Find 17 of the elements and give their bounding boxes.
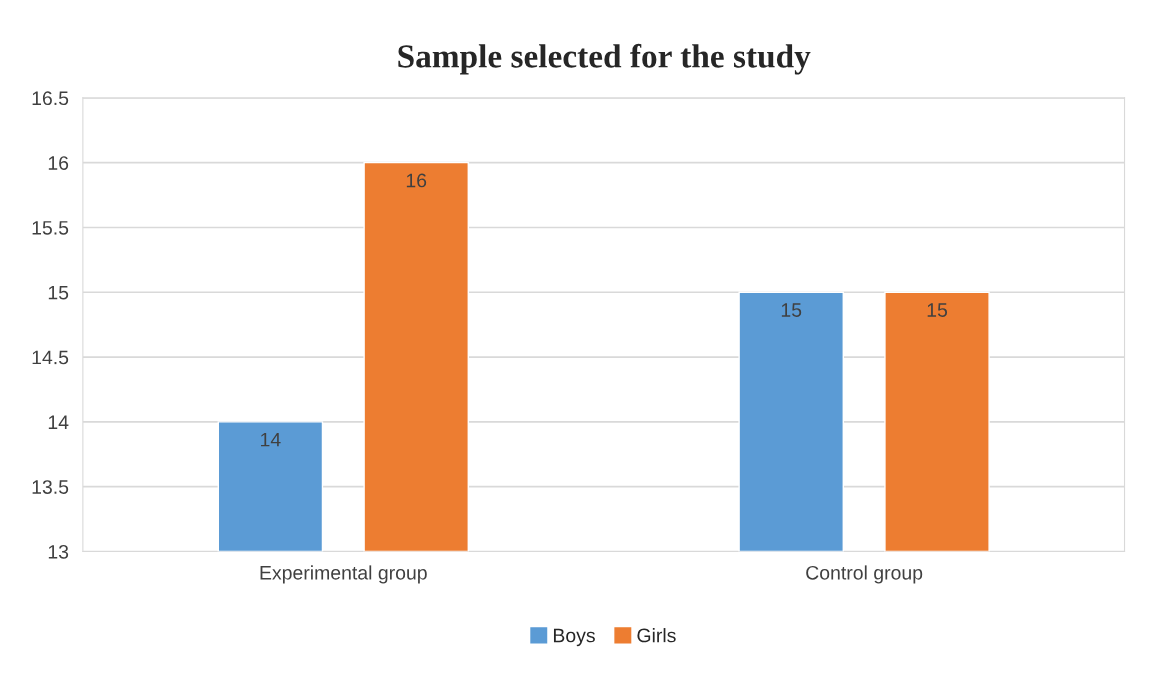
- data-label: 15: [927, 303, 948, 317]
- data-label: 14: [261, 432, 281, 447]
- y-tick-label: 14: [48, 415, 69, 429]
- x-tick-label: Control group: [806, 565, 923, 584]
- y-tick-label: 16: [48, 156, 69, 170]
- y-tick-label: 13.5: [32, 480, 69, 494]
- y-tick-label: 16.5: [32, 91, 69, 106]
- y-tick-label: 13: [48, 544, 69, 559]
- legend-label: Girls: [637, 628, 676, 643]
- x-tick-label: Experimental group: [260, 565, 427, 584]
- legend-label: Boys: [553, 628, 595, 647]
- y-tick-label: 15: [48, 285, 69, 300]
- y-tick-label: 15.5: [32, 221, 69, 235]
- chart-title: Sample selected for the study: [398, 43, 811, 75]
- data-label: 15: [781, 303, 802, 317]
- data-label: 16: [406, 173, 427, 188]
- y-tick-label: 14.5: [32, 350, 69, 365]
